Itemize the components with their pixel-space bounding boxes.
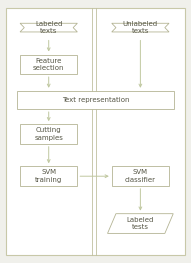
Text: Labeled
texts: Labeled texts <box>35 21 62 34</box>
Bar <box>20 124 77 144</box>
Polygon shape <box>108 214 173 234</box>
Text: Cutting
samples: Cutting samples <box>34 127 63 141</box>
Text: Text representation: Text representation <box>62 97 129 103</box>
Polygon shape <box>112 23 169 32</box>
Bar <box>20 166 77 186</box>
Text: SVM
classifier: SVM classifier <box>125 169 156 183</box>
Bar <box>20 55 77 74</box>
Text: Unlabeled
texts: Unlabeled texts <box>123 21 158 34</box>
Bar <box>112 166 169 186</box>
Text: Feature
selection: Feature selection <box>33 58 64 71</box>
Bar <box>17 91 174 109</box>
Text: SVM
training: SVM training <box>35 169 62 183</box>
Polygon shape <box>20 23 77 32</box>
Text: Labeled
tests: Labeled tests <box>127 217 154 230</box>
